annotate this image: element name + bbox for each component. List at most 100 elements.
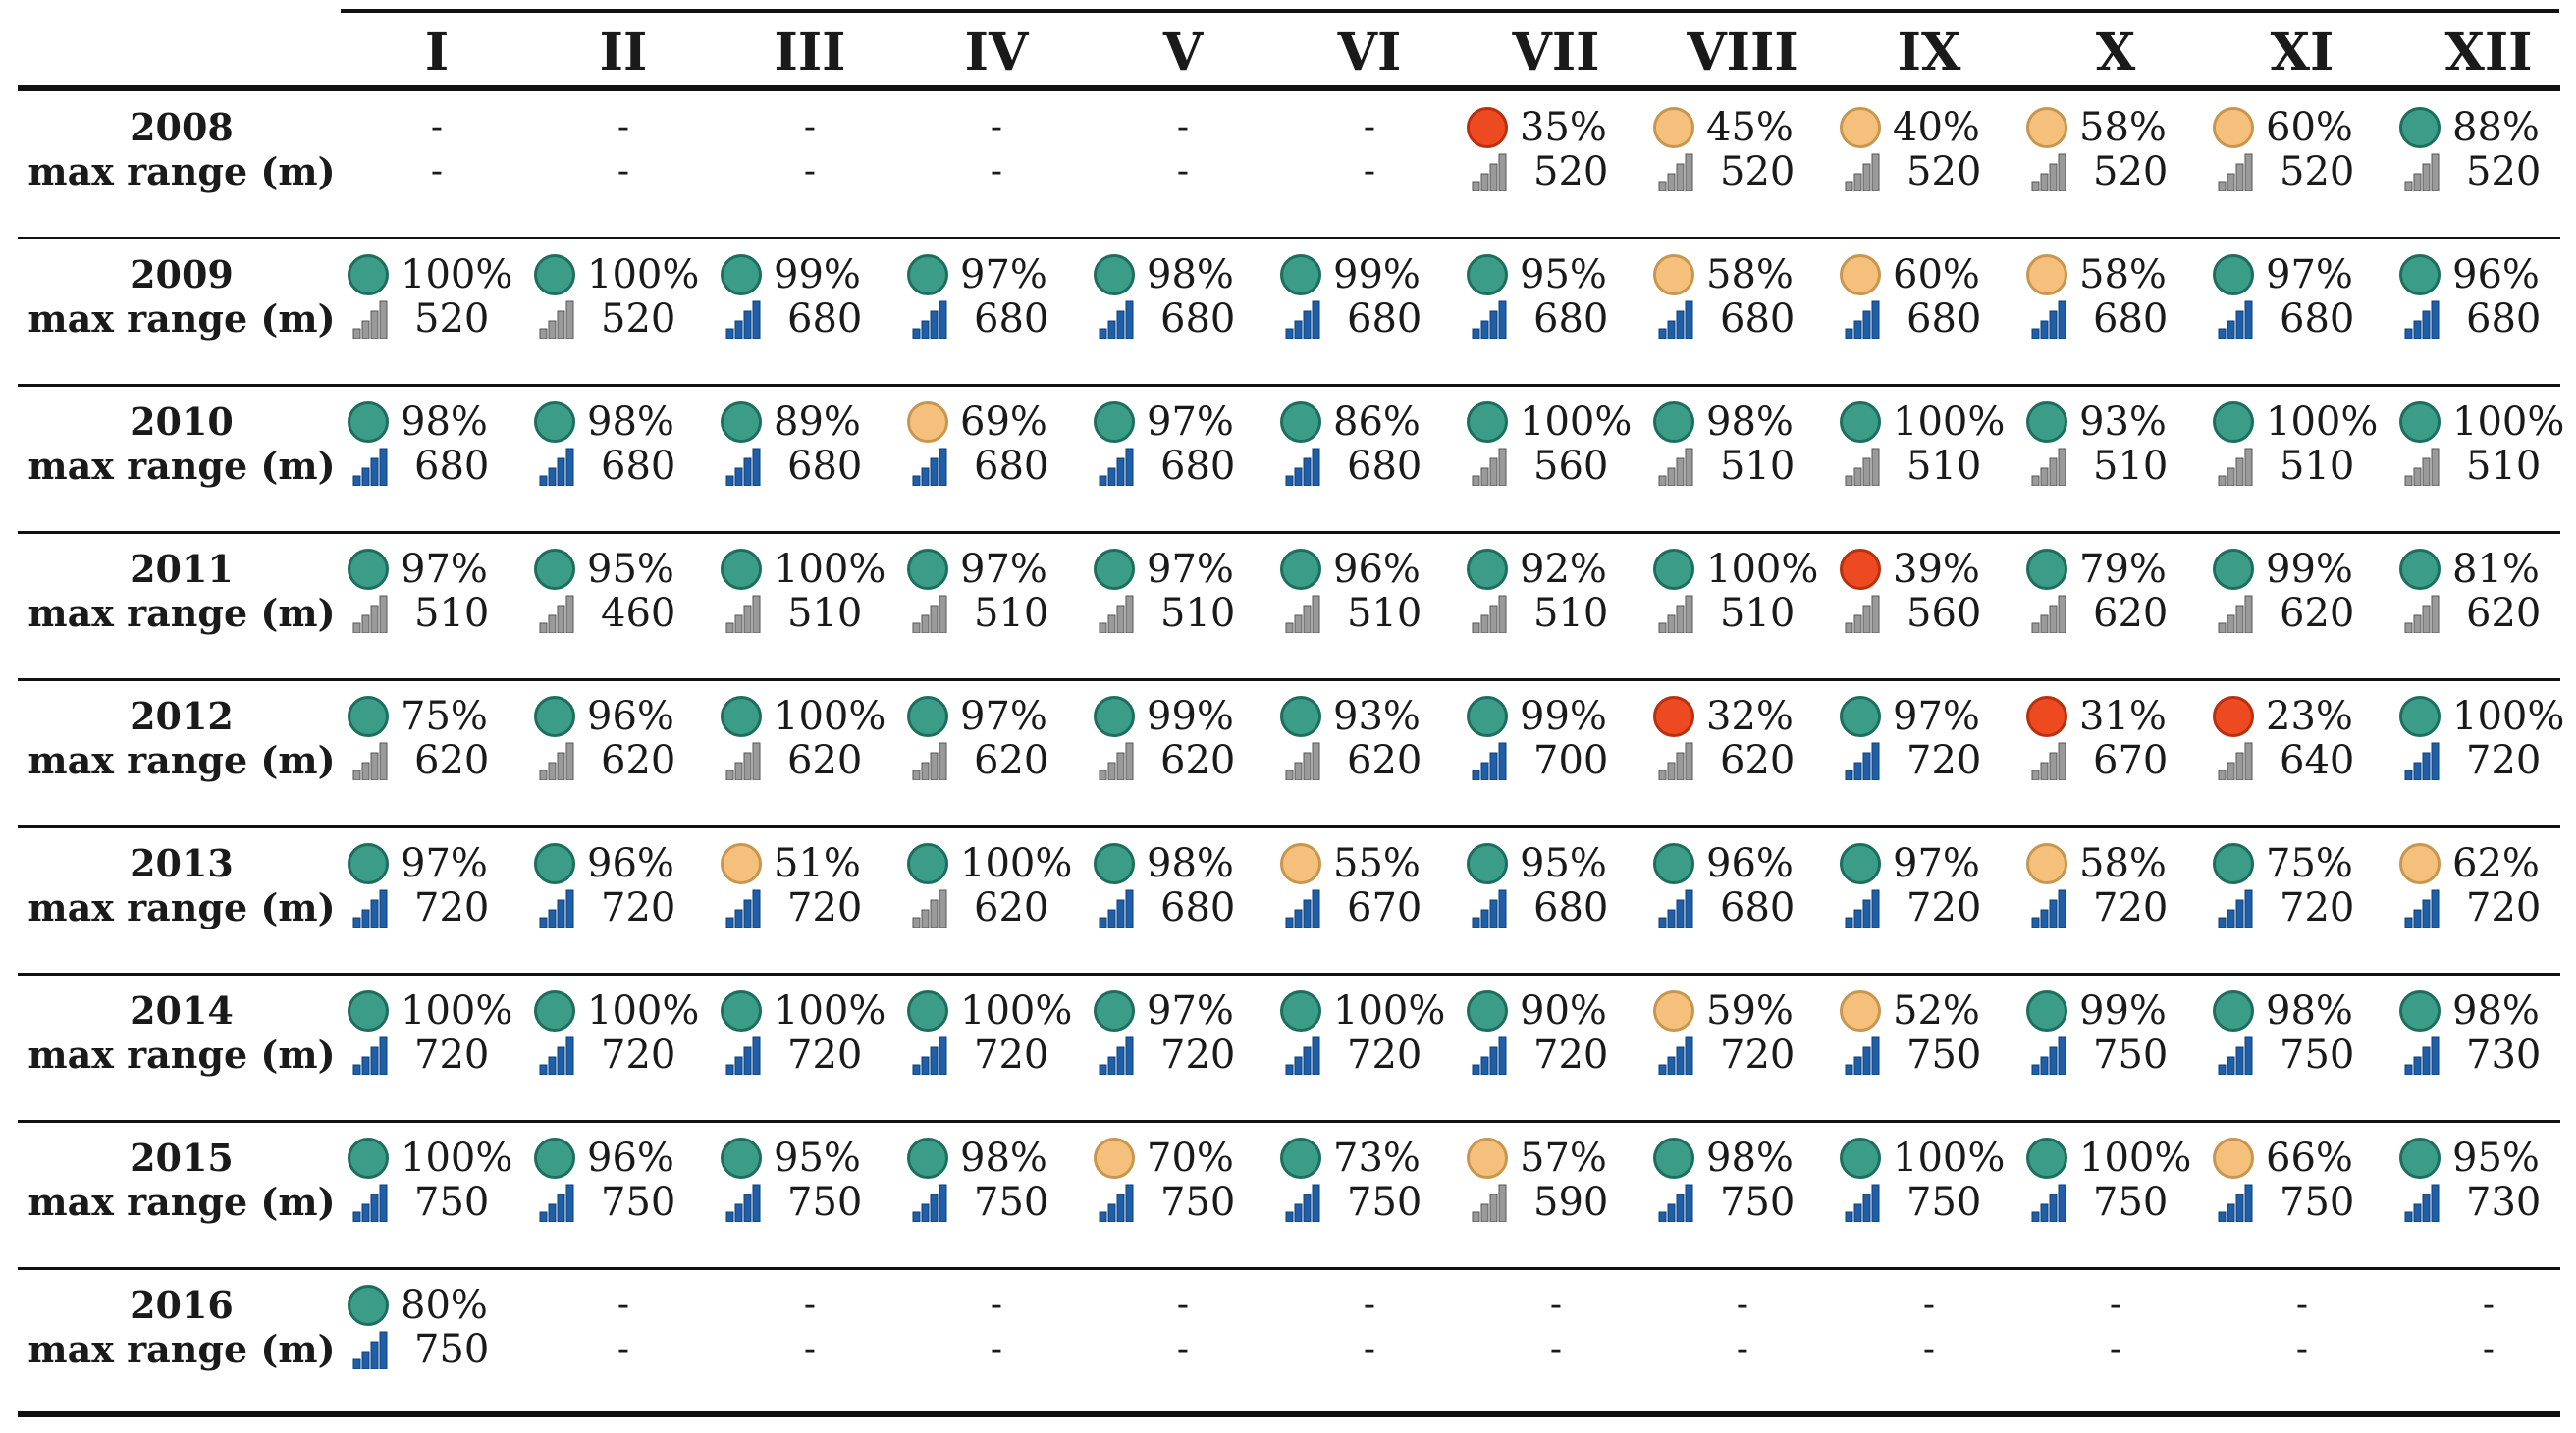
availability-cell: 100% xyxy=(2395,687,2576,746)
availability-cell: 99% xyxy=(2209,540,2395,599)
green-status-dot-icon xyxy=(1467,843,1508,884)
range-cell: 510 xyxy=(2209,437,2395,496)
orange-status-dot-icon xyxy=(1653,107,1694,148)
empty-value: - xyxy=(2482,1285,2496,1325)
range-value: 620 xyxy=(1720,738,1796,783)
availability-value: 99% xyxy=(1333,252,1421,297)
signal-weak-icon xyxy=(1472,595,1507,633)
signal-strong-icon xyxy=(912,448,947,486)
range-cell: - xyxy=(1090,1320,1276,1379)
green-status-dot-icon xyxy=(1840,1138,1881,1179)
empty-value: - xyxy=(1363,151,1376,191)
red-status-dot-icon xyxy=(2213,696,2254,737)
availability-value: 55% xyxy=(1333,841,1421,886)
range-value: 750 xyxy=(414,1180,490,1225)
range-value: 730 xyxy=(2466,1180,2542,1225)
availability-value: 100% xyxy=(960,841,1073,886)
range-value: 700 xyxy=(1533,738,1609,783)
range-cell: 720 xyxy=(344,878,530,937)
signal-strong-icon xyxy=(1845,889,1880,928)
availability-cell: 60% xyxy=(2209,98,2395,157)
availability-cell: - xyxy=(903,98,1090,157)
range-label: max range (m) xyxy=(27,738,336,782)
range-value: 750 xyxy=(974,1180,1049,1225)
range-value: 670 xyxy=(1347,885,1422,930)
availability-value: 96% xyxy=(1706,841,1794,886)
empty-value: - xyxy=(2295,1285,2309,1325)
range-value: 750 xyxy=(2093,1033,2169,1078)
range-value: 680 xyxy=(601,444,676,489)
range-label: max range (m) xyxy=(27,591,336,635)
range-cell: 680 xyxy=(717,290,903,348)
availability-value: 75% xyxy=(401,694,488,739)
availability-value: 98% xyxy=(1706,1136,1794,1181)
availability-cell: 90% xyxy=(1463,982,1649,1040)
green-status-dot-icon xyxy=(534,1138,575,1179)
availability-cell: 45% xyxy=(1649,98,1836,157)
availability-value: 97% xyxy=(1147,988,1234,1034)
empty-value: - xyxy=(1736,1329,1749,1369)
availability-value: 98% xyxy=(2452,988,2540,1034)
range-value: 510 xyxy=(1906,444,1982,489)
availability-value: 60% xyxy=(1893,252,1980,297)
availability-cell: 97% xyxy=(1090,982,1276,1040)
range-value: 520 xyxy=(414,296,490,342)
table-bottom-rule xyxy=(18,1411,2560,1417)
range-cell: 510 xyxy=(903,584,1090,643)
green-status-dot-icon xyxy=(721,254,762,295)
range-value: 520 xyxy=(1533,149,1609,194)
availability-value: 58% xyxy=(1706,252,1794,297)
availability-value: 52% xyxy=(1893,988,1980,1034)
signal-strong-icon xyxy=(1285,448,1320,486)
range-label: max range (m) xyxy=(27,149,336,193)
availability-cell: 75% xyxy=(344,687,530,746)
range-cell: 620 xyxy=(530,731,717,790)
availability-cell: 97% xyxy=(1836,687,2022,746)
signal-weak-icon xyxy=(2031,595,2066,633)
availability-cell: 55% xyxy=(1276,834,1463,893)
empty-value: - xyxy=(1176,151,1190,191)
empty-value: - xyxy=(1922,1285,1936,1325)
row-separator xyxy=(18,384,2560,387)
year-label: 2008 xyxy=(130,105,234,149)
signal-weak-icon xyxy=(1845,153,1880,191)
empty-value: - xyxy=(1176,1285,1190,1325)
availability-cell: 31% xyxy=(2022,687,2209,746)
green-status-dot-icon xyxy=(1653,549,1694,590)
signal-strong-icon xyxy=(1472,1036,1507,1075)
availability-value: 40% xyxy=(1893,105,1980,150)
signal-strong-icon xyxy=(1285,300,1320,339)
availability-cell: 100% xyxy=(344,1129,530,1188)
signal-strong-icon xyxy=(1845,742,1880,780)
availability-value: 60% xyxy=(2266,105,2353,150)
range-value: 680 xyxy=(2280,296,2355,342)
green-status-dot-icon xyxy=(1280,549,1321,590)
availability-value: 81% xyxy=(2452,547,2540,592)
range-value: 510 xyxy=(2280,444,2355,489)
orange-status-dot-icon xyxy=(721,843,762,884)
range-cell: 510 xyxy=(717,584,903,643)
range-cell: 510 xyxy=(2395,437,2576,496)
month-header: X xyxy=(2095,23,2136,82)
signal-strong-icon xyxy=(725,1036,761,1075)
green-status-dot-icon xyxy=(1653,843,1694,884)
green-status-dot-icon xyxy=(721,1138,762,1179)
range-value: 560 xyxy=(1906,591,1982,636)
availability-cell: 60% xyxy=(1836,245,2022,304)
availability-value: 97% xyxy=(2266,252,2353,297)
range-value: 460 xyxy=(601,591,676,636)
availability-cell: 35% xyxy=(1463,98,1649,157)
range-value: 620 xyxy=(787,738,863,783)
availability-cell: 99% xyxy=(1463,687,1649,746)
green-status-dot-icon xyxy=(721,990,762,1032)
availability-value: 86% xyxy=(1333,399,1421,445)
range-cell: 750 xyxy=(2209,1173,2395,1232)
availability-cell: - xyxy=(1276,98,1463,157)
availability-value: 96% xyxy=(2452,252,2540,297)
green-status-dot-icon xyxy=(534,843,575,884)
range-cell: 750 xyxy=(1276,1173,1463,1232)
range-cell: 720 xyxy=(530,1026,717,1085)
signal-strong-icon xyxy=(1099,1184,1134,1222)
orange-status-dot-icon xyxy=(1467,1138,1508,1179)
range-cell: 680 xyxy=(1649,878,1836,937)
